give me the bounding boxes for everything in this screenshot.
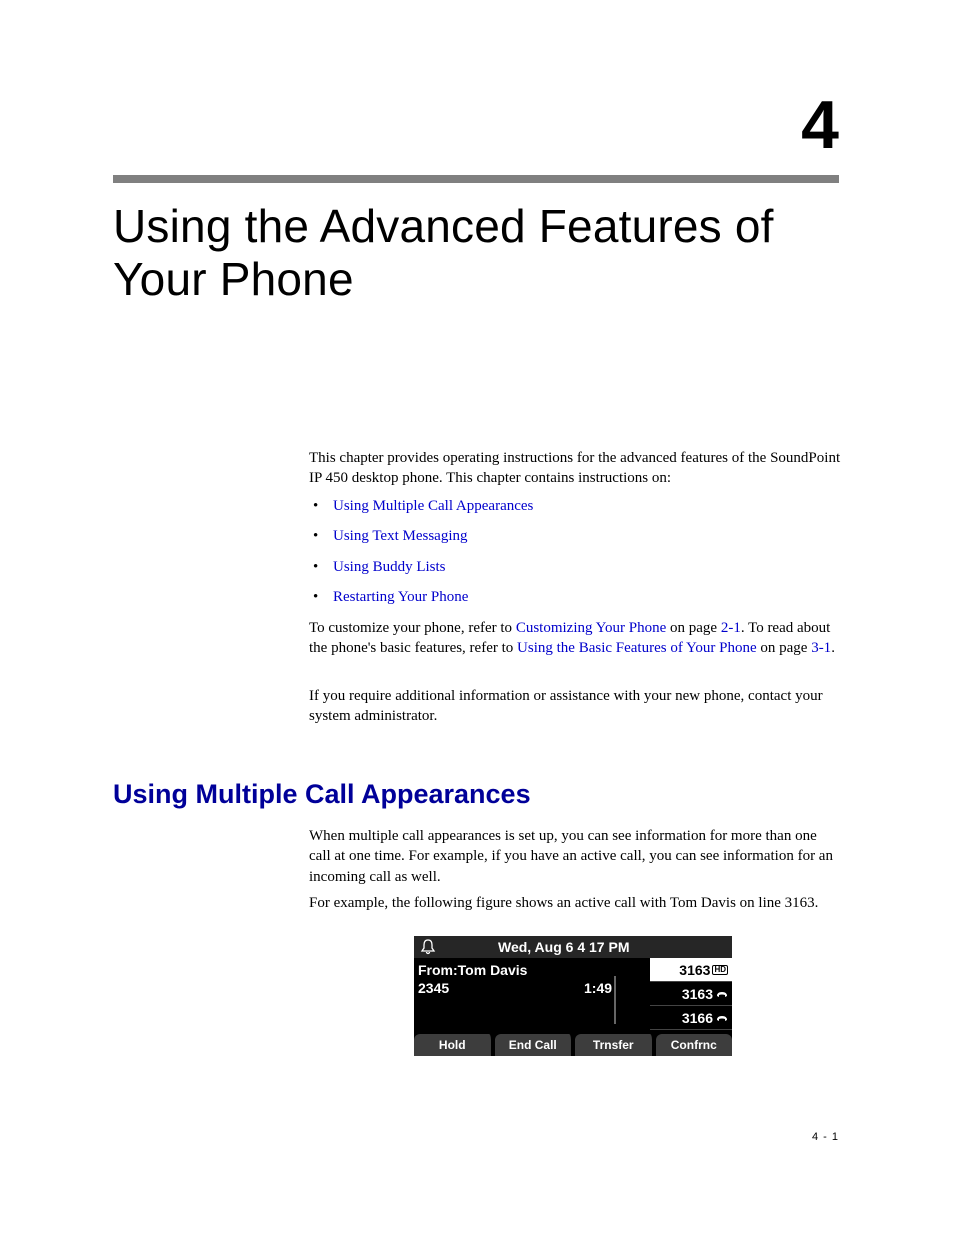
phone-lcd-figure: Wed, Aug 6 4 17 PM From:Tom Davis 2345 1… [414, 936, 732, 1056]
lcd-line-3: 3166 [650, 1006, 732, 1030]
text-span: To customize your phone, refer to [309, 620, 516, 636]
lcd-datetime: Wed, Aug 6 4 17 PM [498, 939, 629, 955]
lcd-line-ext: 3166 [682, 1010, 713, 1026]
text-span: on page [666, 620, 721, 636]
toc-link-text-messaging[interactable]: Using Text Messaging [333, 528, 468, 544]
basic-features-link[interactable]: Using the Basic Features of Your Phone [517, 640, 757, 656]
page-number: 4 - 1 [812, 1131, 839, 1143]
page-ref-2-1-link[interactable]: 2-1 [721, 620, 741, 636]
lcd-line-ext: 3163 [682, 986, 713, 1002]
section-heading-multiple-call: Using Multiple Call Appearances [113, 779, 531, 810]
toc-item: Restarting Your Phone [309, 587, 841, 607]
toc-list: Using Multiple Call Appearances Using Te… [309, 496, 841, 617]
toc-link-buddy-lists[interactable]: Using Buddy Lists [333, 559, 446, 575]
softkey-end-call: End Call [495, 1034, 576, 1056]
phone-icon [716, 989, 728, 999]
page-ref-3-1-link[interactable]: 3-1 [811, 640, 831, 656]
toc-link-multiple-call[interactable]: Using Multiple Call Appearances [333, 498, 533, 514]
text-span: on page [757, 640, 812, 656]
lcd-line-ext: 3163 [679, 962, 710, 978]
lcd-status-bar: Wed, Aug 6 4 17 PM [414, 936, 732, 958]
lcd-divider [614, 976, 616, 1024]
customizing-phone-link[interactable]: Customizing Your Phone [516, 620, 666, 636]
customize-paragraph: To customize your phone, refer to Custom… [309, 618, 841, 659]
softkey-hold: Hold [414, 1034, 495, 1056]
chapter-number: 4 [801, 86, 839, 164]
lcd-from-label: From:Tom Davis [418, 962, 527, 978]
lcd-line-2: 3163 [650, 982, 732, 1006]
text-span: . [831, 640, 835, 656]
section1-paragraph-2: For example, the following figure shows … [309, 893, 841, 913]
lcd-call-number: 2345 [418, 980, 449, 996]
intro-paragraph: This chapter provides operating instruct… [309, 448, 841, 489]
chapter-rule [113, 175, 839, 183]
toc-item: Using Text Messaging [309, 526, 841, 546]
chapter-title: Using the Advanced Features of Your Phon… [113, 200, 843, 306]
toc-item: Using Buddy Lists [309, 557, 841, 577]
section1-paragraph-1: When multiple call appearances is set up… [309, 826, 841, 887]
softkey-transfer: Trnsfer [575, 1034, 656, 1056]
lcd-line-keys: 3163 HD 3163 3166 [650, 958, 732, 1030]
lcd-softkey-row: Hold End Call Trnsfer Confrnc [414, 1034, 732, 1056]
lcd-line-1: 3163 HD [650, 958, 732, 982]
lcd-call-area: From:Tom Davis 2345 1:49 [414, 958, 650, 1030]
toc-link-restarting[interactable]: Restarting Your Phone [333, 589, 468, 605]
softkey-conference: Confrnc [656, 1034, 733, 1056]
toc-item: Using Multiple Call Appearances [309, 496, 841, 516]
phone-icon [716, 1013, 728, 1023]
hd-icon: HD [712, 965, 728, 975]
assist-paragraph: If you require additional information or… [309, 686, 841, 727]
lcd-call-duration: 1:49 [584, 980, 612, 996]
bell-icon [420, 939, 436, 955]
